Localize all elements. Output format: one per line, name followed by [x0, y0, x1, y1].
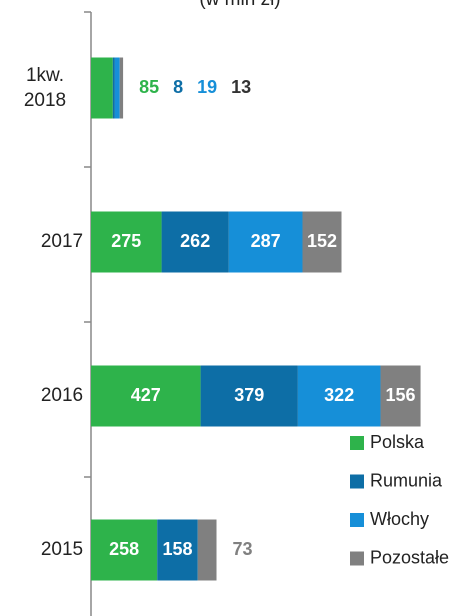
- legend-swatch: [350, 513, 364, 527]
- bar-segment: [114, 57, 120, 119]
- data-label: 322: [324, 385, 354, 405]
- bar-segment: [380, 365, 421, 427]
- legend-swatch: [350, 551, 364, 566]
- legend-label: Rumunia: [370, 470, 443, 490]
- data-label: 287: [251, 231, 281, 251]
- bar-segment: [119, 57, 124, 119]
- bar-segment: [91, 519, 158, 581]
- data-label: 379: [234, 385, 264, 405]
- bar-segment: [91, 57, 113, 119]
- bar-segment: [112, 57, 115, 119]
- chart-subtitle: (w mln zł): [199, 0, 280, 10]
- data-label: 85: [139, 77, 159, 97]
- data-label: 8: [173, 77, 183, 97]
- bar-segment: [161, 211, 229, 273]
- bar-segment: [91, 211, 162, 273]
- legend-swatch: [350, 436, 364, 450]
- bar-segment: [297, 365, 381, 427]
- bar-segment: [91, 365, 201, 427]
- data-label: 19: [197, 77, 217, 97]
- y-tick-label: 2016: [41, 385, 83, 406]
- bar-segment: [228, 211, 303, 273]
- data-label: 158: [162, 539, 192, 559]
- bar-segment: [157, 519, 198, 581]
- bar-segment: [302, 211, 342, 273]
- legend-swatch: [350, 474, 364, 489]
- data-label: 258: [109, 539, 139, 559]
- data-label: 262: [180, 231, 210, 251]
- bar-segment: [197, 519, 217, 581]
- bar-segment: [200, 365, 298, 427]
- data-label: 152: [307, 231, 337, 251]
- data-label: 73: [233, 539, 253, 559]
- y-tick-label: 2015: [41, 539, 83, 560]
- data-label: 427: [131, 385, 161, 405]
- legend-label: Włochy: [370, 509, 429, 529]
- data-label: 13: [231, 77, 251, 97]
- data-label: 156: [386, 385, 416, 405]
- legend-label: Polska: [370, 432, 425, 452]
- data-label: 275: [111, 231, 141, 251]
- y-tick-label: 1kw. 2018: [24, 65, 66, 111]
- y-tick-label: 2017: [41, 231, 83, 252]
- legend-label: Pozostałe: [370, 547, 449, 567]
